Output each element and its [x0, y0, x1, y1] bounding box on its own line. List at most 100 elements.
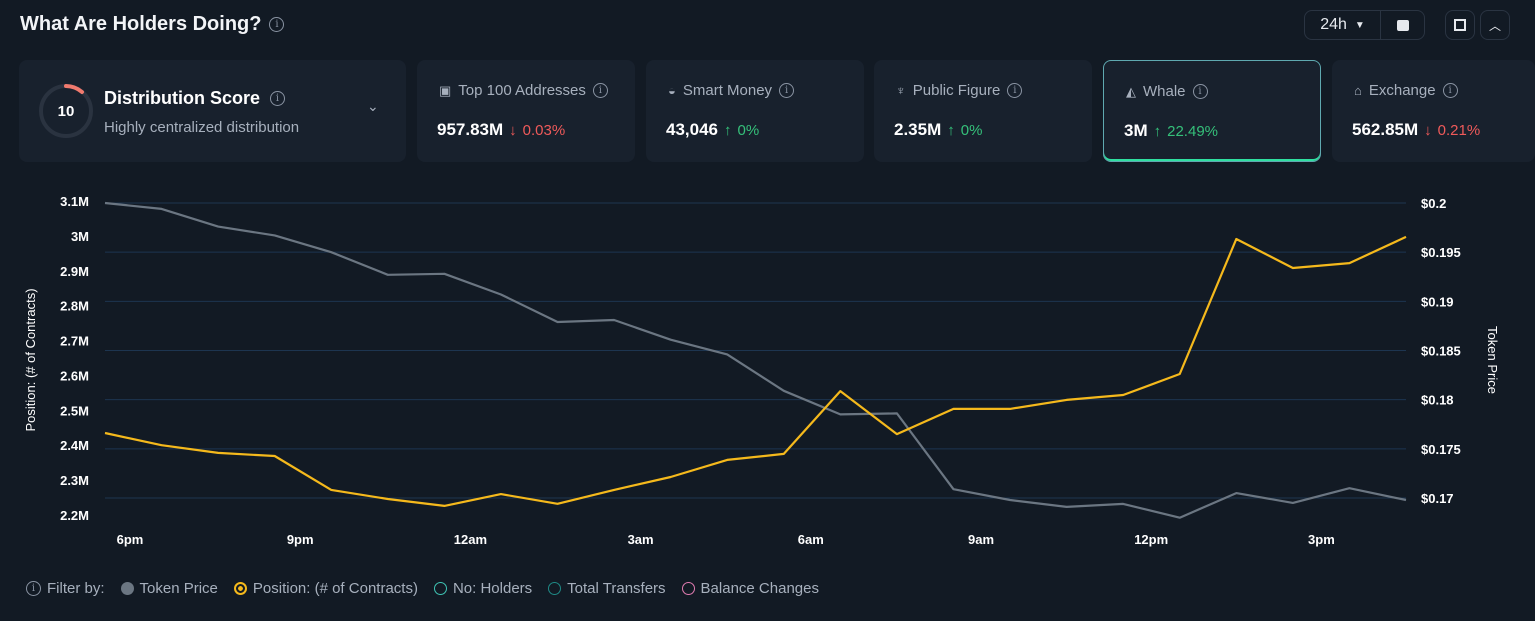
info-icon[interactable]: i — [1007, 83, 1023, 98]
y-tick-label: 2.6M — [60, 368, 89, 383]
chevron-up-icon: ︿ — [1488, 18, 1501, 33]
card-label: ♆ Public Figure i — [896, 82, 1023, 99]
card-label-text: Exchange — [1368, 82, 1436, 99]
fullscreen-button[interactable] — [1445, 10, 1475, 40]
card-smart-money[interactable]: ◒ Smart Money i 43,046 ↑ 0% — [646, 60, 864, 162]
card-value-text: 957.83M — [437, 120, 504, 139]
y-tick-label: 2.2M — [60, 508, 89, 523]
x-tick-label: 9am — [968, 532, 994, 547]
info-icon[interactable]: i — [779, 83, 795, 98]
x-tick-label: 12pm — [1134, 532, 1168, 547]
card-change: 0% — [737, 122, 760, 139]
card-value-text: 2.35M — [894, 120, 942, 139]
arrow-down-icon: ↓ — [509, 122, 517, 139]
whale-icon: ◭ — [1126, 83, 1136, 99]
calendar-icon — [1396, 19, 1409, 31]
card-label: ▣ Top 100 Addresses i — [439, 82, 608, 99]
y-tick-label: 2.5M — [60, 403, 89, 418]
y2-tick-label: $0.185 — [1421, 344, 1461, 359]
card-public-figure[interactable]: ♆ Public Figure i 2.35M ↑ 0% — [874, 60, 1092, 162]
card-whale[interactable]: ◭ Whale i 3M ↑ 22.49% — [1103, 60, 1321, 162]
card-label-text: Smart Money — [682, 82, 773, 99]
timeframe-value: 24h — [1320, 16, 1347, 33]
card-value-text: 3M — [1124, 121, 1148, 140]
x-tick-label: 3pm — [1308, 532, 1335, 547]
info-icon[interactable]: i — [269, 17, 285, 32]
legend-item[interactable]: No: Holders — [433, 580, 533, 597]
series-line-token-price — [104, 201, 1407, 519]
y-tick-label: 2.7M — [60, 334, 89, 349]
legend-item[interactable]: Token Price — [120, 580, 218, 597]
chevron-down-icon[interactable]: ⌄ — [367, 98, 379, 114]
bank-icon: ⌂ — [1354, 83, 1362, 98]
y-tick-label: 2.8M — [60, 299, 89, 314]
legend-marker — [433, 582, 447, 595]
card-change: 0.21% — [1437, 122, 1481, 139]
info-icon[interactable]: i — [270, 91, 286, 106]
legend-label: No: Holders — [452, 580, 533, 597]
card-label: ⌂ Exchange i — [1354, 82, 1458, 99]
x-tick-label: 9pm — [287, 532, 314, 547]
y2-axis-label: Token Price — [1485, 326, 1500, 394]
y2-tick-label: $0.175 — [1421, 442, 1461, 457]
series-line-position — [104, 235, 1407, 507]
y-tick-label: 2.3M — [60, 473, 89, 488]
spotlight-icon: ♆ — [896, 83, 906, 98]
card-value: 957.83M ↓ 0.03% — [437, 120, 565, 140]
card-value: 562.85M ↓ 0.21% — [1352, 120, 1480, 140]
card-label-text: Whale — [1143, 83, 1186, 100]
info-icon[interactable]: i — [592, 83, 608, 98]
y2-tick-label: $0.17 — [1421, 491, 1454, 506]
distribution-score-card[interactable]: 10 Distribution Score i Highly centralize… — [19, 60, 406, 162]
arrow-up-icon: ↑ — [724, 122, 732, 139]
legend-label: Balance Changes — [700, 580, 819, 597]
legend-marker — [233, 582, 247, 595]
arrow-down-icon: ↓ — [1424, 122, 1432, 139]
x-tick-label: 6am — [798, 532, 824, 547]
y2-tick-label: $0.19 — [1421, 294, 1454, 309]
y-tick-label: 3.1M — [60, 194, 89, 209]
timeframe-select[interactable]: 24h ▼ — [1304, 10, 1381, 40]
card-label: ◒ Smart Money i — [668, 82, 795, 99]
y2-tick-label: $0.2 — [1421, 196, 1446, 211]
money-icon: ▣ — [439, 82, 452, 98]
card-label-text: Top 100 Addresses — [458, 82, 586, 99]
info-icon[interactable]: i — [26, 581, 41, 596]
card-change: 0.03% — [522, 122, 566, 139]
info-icon[interactable]: i — [1192, 84, 1208, 99]
legend-label: Position: (# of Contracts) — [252, 580, 418, 597]
x-tick-label: 12am — [454, 532, 487, 547]
legend-marker — [120, 582, 134, 595]
legend-item[interactable]: Position: (# of Contracts) — [233, 580, 418, 597]
filter-label: Filter by: — [47, 580, 105, 597]
chart: $0.17 $0.175 $0.18 $0.185 $0.19 $0.195 $0.2 2.2… — [23, 194, 1500, 547]
x-tick-label: 6pm — [117, 532, 144, 547]
y2-tick-label: $0.195 — [1421, 245, 1461, 260]
info-icon[interactable]: i — [1442, 83, 1458, 98]
card-exchange[interactable]: ⌂ Exchange i 562.85M ↓ 0.21% — [1332, 60, 1535, 162]
card-top-100-addresses[interactable]: ▣ Top 100 Addresses i 957.83M ↓ 0.03% — [417, 60, 635, 162]
legend: i Filter by: Token Price Position: (# of C… — [26, 580, 819, 597]
score-value: 10 — [58, 103, 75, 120]
legend-marker — [681, 582, 695, 595]
x-tick-label: 3am — [628, 532, 654, 547]
collapse-button[interactable]: ︿ — [1480, 10, 1510, 40]
calendar-button[interactable] — [1380, 10, 1425, 40]
sunglasses-icon: ◒ — [668, 83, 676, 98]
card-value: 43,046 ↑ 0% — [666, 120, 759, 140]
legend-label: Token Price — [139, 580, 218, 597]
y-tick-label: 2.4M — [60, 438, 89, 453]
score-subtitle: Highly centralized distribution — [104, 119, 300, 136]
page-title: What Are Holders Doing? i — [20, 13, 285, 36]
card-label-text: Public Figure — [912, 82, 1001, 99]
card-value-text: 43,046 — [666, 120, 718, 139]
y2-tick-label: $0.18 — [1421, 393, 1454, 408]
score-title: Distribution Score i — [104, 88, 286, 109]
legend-marker — [548, 582, 562, 595]
legend-item[interactable]: Total Transfers — [548, 580, 666, 597]
card-change: 0% — [960, 122, 983, 139]
card-change: 22.49% — [1167, 123, 1218, 140]
card-value: 3M ↑ 22.49% — [1124, 121, 1218, 141]
y-tick-label: 3M — [71, 229, 89, 244]
legend-item[interactable]: Balance Changes — [681, 580, 819, 597]
